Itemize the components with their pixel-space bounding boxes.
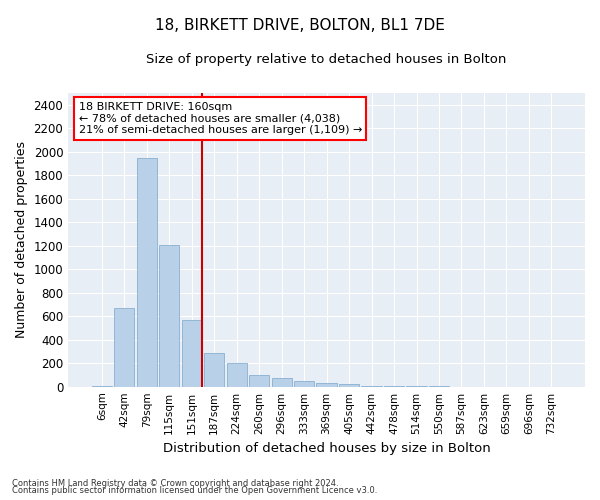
Bar [114, 308, 134, 386]
Bar [316, 383, 337, 386]
Bar [249, 375, 269, 386]
Bar [204, 352, 224, 386]
Bar [339, 384, 359, 386]
Text: 18, BIRKETT DRIVE, BOLTON, BL1 7DE: 18, BIRKETT DRIVE, BOLTON, BL1 7DE [155, 18, 445, 32]
Title: Size of property relative to detached houses in Bolton: Size of property relative to detached ho… [146, 52, 507, 66]
Bar [182, 320, 202, 386]
Y-axis label: Number of detached properties: Number of detached properties [15, 142, 28, 338]
X-axis label: Distribution of detached houses by size in Bolton: Distribution of detached houses by size … [163, 442, 490, 455]
Bar [159, 244, 179, 386]
Bar [137, 158, 157, 386]
Bar [294, 381, 314, 386]
Text: Contains public sector information licensed under the Open Government Licence v3: Contains public sector information licen… [12, 486, 377, 495]
Bar [272, 378, 292, 386]
Bar [227, 363, 247, 386]
Text: Contains HM Land Registry data © Crown copyright and database right 2024.: Contains HM Land Registry data © Crown c… [12, 478, 338, 488]
Text: 18 BIRKETT DRIVE: 160sqm
← 78% of detached houses are smaller (4,038)
21% of sem: 18 BIRKETT DRIVE: 160sqm ← 78% of detach… [79, 102, 362, 135]
